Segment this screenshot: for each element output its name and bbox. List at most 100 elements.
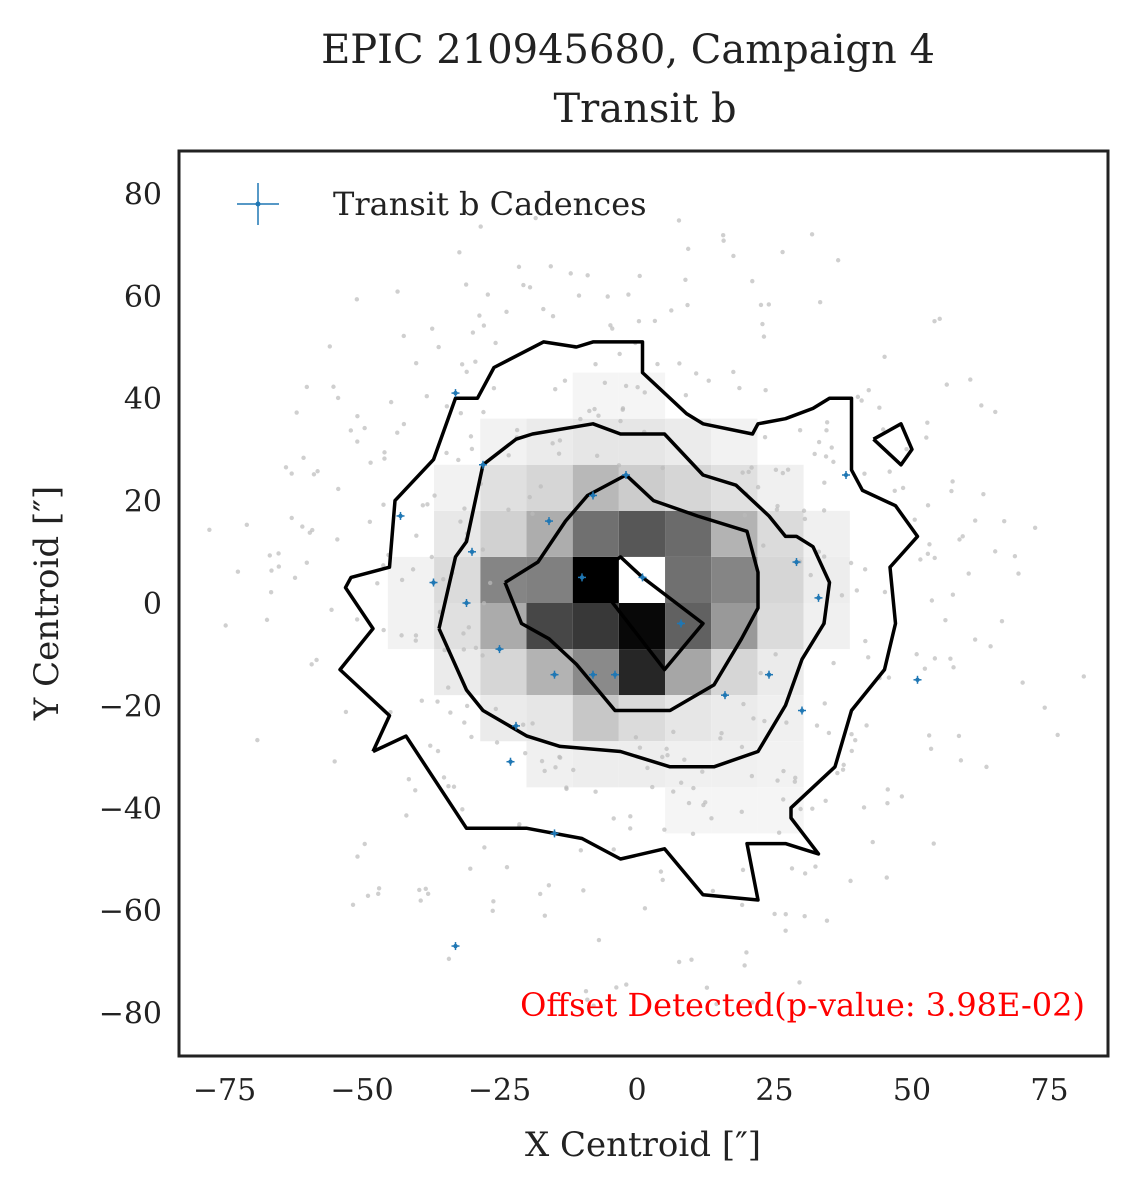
background-point (972, 637, 978, 642)
background-point (618, 418, 623, 424)
background-point (413, 638, 418, 643)
density-cell (757, 603, 804, 650)
background-point (1032, 525, 1038, 530)
background-point (808, 572, 813, 578)
background-point (468, 434, 474, 439)
background-point (504, 864, 510, 870)
background-point (774, 507, 780, 512)
background-point (785, 467, 791, 472)
background-point (435, 699, 440, 704)
background-point (355, 413, 360, 419)
background-point (776, 830, 782, 835)
density-cell (618, 649, 666, 696)
x-tick-label: 75 (1030, 1073, 1068, 1108)
background-point (376, 891, 381, 897)
background-point (623, 383, 629, 389)
background-point (223, 623, 228, 628)
transit-point (495, 645, 504, 654)
background-point (949, 488, 954, 494)
background-point (382, 456, 387, 461)
background-point (556, 451, 562, 456)
y-tick-label: −20 (99, 689, 162, 724)
contour-line (437, 422, 832, 769)
background-point (703, 800, 708, 805)
background-point (686, 800, 692, 806)
background-point (624, 982, 629, 987)
background-point (516, 264, 522, 270)
background-point (763, 387, 768, 393)
background-point (892, 488, 897, 494)
background-point (533, 215, 538, 221)
background-point (839, 593, 845, 598)
background-point (1012, 553, 1018, 559)
background-point (614, 985, 619, 990)
background-point (610, 326, 615, 331)
background-point (742, 512, 748, 518)
background-point (642, 390, 647, 395)
background-point (626, 292, 631, 297)
background-point (311, 472, 317, 477)
background-point (329, 607, 334, 612)
background-point (642, 906, 648, 911)
background-point (375, 581, 380, 586)
density-cell (618, 510, 666, 557)
background-point (671, 729, 676, 735)
density-cell (757, 695, 804, 742)
background-point (862, 567, 868, 572)
background-point (951, 665, 956, 670)
background-point (446, 685, 451, 690)
background-point (283, 465, 289, 470)
density-cell (387, 556, 435, 603)
background-point (760, 321, 765, 327)
background-point (718, 736, 723, 741)
background-point (762, 434, 768, 440)
background-point (835, 258, 841, 263)
background-point (327, 344, 332, 349)
background-point (244, 522, 250, 527)
background-point (520, 722, 526, 727)
background-point (309, 662, 314, 667)
background-point (652, 318, 658, 324)
background-point (355, 439, 360, 444)
density-cell (711, 603, 758, 650)
background-point (267, 553, 272, 558)
background-point (469, 734, 474, 740)
background-point (853, 737, 858, 743)
background-point (751, 716, 756, 721)
background-point (677, 361, 682, 366)
background-point (943, 617, 948, 623)
background-point (775, 778, 780, 783)
background-point (1055, 732, 1060, 738)
background-point (761, 334, 767, 339)
background-point (880, 427, 886, 432)
background-point (685, 302, 690, 308)
background-point (578, 416, 583, 422)
density-cell (572, 510, 619, 557)
background-point (473, 645, 479, 651)
background-point (824, 428, 829, 433)
background-point (789, 866, 795, 871)
background-point (682, 757, 687, 762)
x-tick-label: −50 (330, 1073, 393, 1108)
background-point (413, 360, 419, 366)
background-point (557, 754, 562, 760)
background-point (704, 985, 710, 990)
background-point (530, 721, 535, 726)
background-point (802, 516, 808, 522)
background-point (268, 590, 274, 595)
background-point (797, 980, 802, 985)
background-point (781, 768, 786, 774)
density-cell (480, 695, 527, 742)
background-point (817, 300, 823, 305)
background-point (446, 784, 451, 789)
background-point (635, 384, 640, 390)
density-cell (480, 418, 527, 465)
background-point (780, 470, 786, 476)
background-point (605, 294, 610, 299)
background-point (968, 377, 973, 382)
background-point (480, 547, 486, 552)
density-cell (526, 464, 573, 511)
background-point (671, 789, 676, 794)
background-point (264, 617, 270, 623)
transit-point (512, 721, 520, 730)
